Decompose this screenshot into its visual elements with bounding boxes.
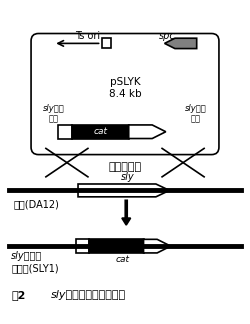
FancyArrow shape bbox=[78, 184, 170, 197]
Bar bbox=[72, 125, 129, 139]
Text: cat: cat bbox=[93, 127, 107, 136]
Text: spc: spc bbox=[159, 31, 176, 41]
Text: cat: cat bbox=[116, 255, 130, 264]
Text: sly遺伝子破壊株の作製: sly遺伝子破壊株の作製 bbox=[51, 290, 126, 300]
Bar bbox=[58, 125, 72, 139]
Text: sly上流
領域: sly上流 領域 bbox=[42, 104, 64, 123]
Text: 図2: 図2 bbox=[11, 290, 26, 300]
Text: 破壊株(SLY1): 破壊株(SLY1) bbox=[11, 263, 59, 273]
FancyArrow shape bbox=[164, 38, 197, 49]
Text: 親株(DA12): 親株(DA12) bbox=[14, 199, 60, 209]
Text: Ts ori: Ts ori bbox=[75, 31, 100, 41]
Bar bbox=[76, 239, 89, 253]
Text: 相同組換え: 相同組換え bbox=[108, 162, 142, 172]
Text: sly遺伝子: sly遺伝子 bbox=[11, 251, 42, 261]
FancyArrow shape bbox=[144, 239, 171, 253]
FancyArrow shape bbox=[129, 125, 166, 139]
Text: sly下流
領域: sly下流 領域 bbox=[184, 104, 206, 123]
Bar bbox=[89, 239, 144, 253]
Text: sly: sly bbox=[121, 172, 134, 182]
FancyArrow shape bbox=[122, 200, 130, 225]
FancyBboxPatch shape bbox=[31, 33, 219, 155]
Bar bbox=[102, 39, 111, 48]
Text: pSLYK
8.4 kb: pSLYK 8.4 kb bbox=[109, 77, 141, 99]
